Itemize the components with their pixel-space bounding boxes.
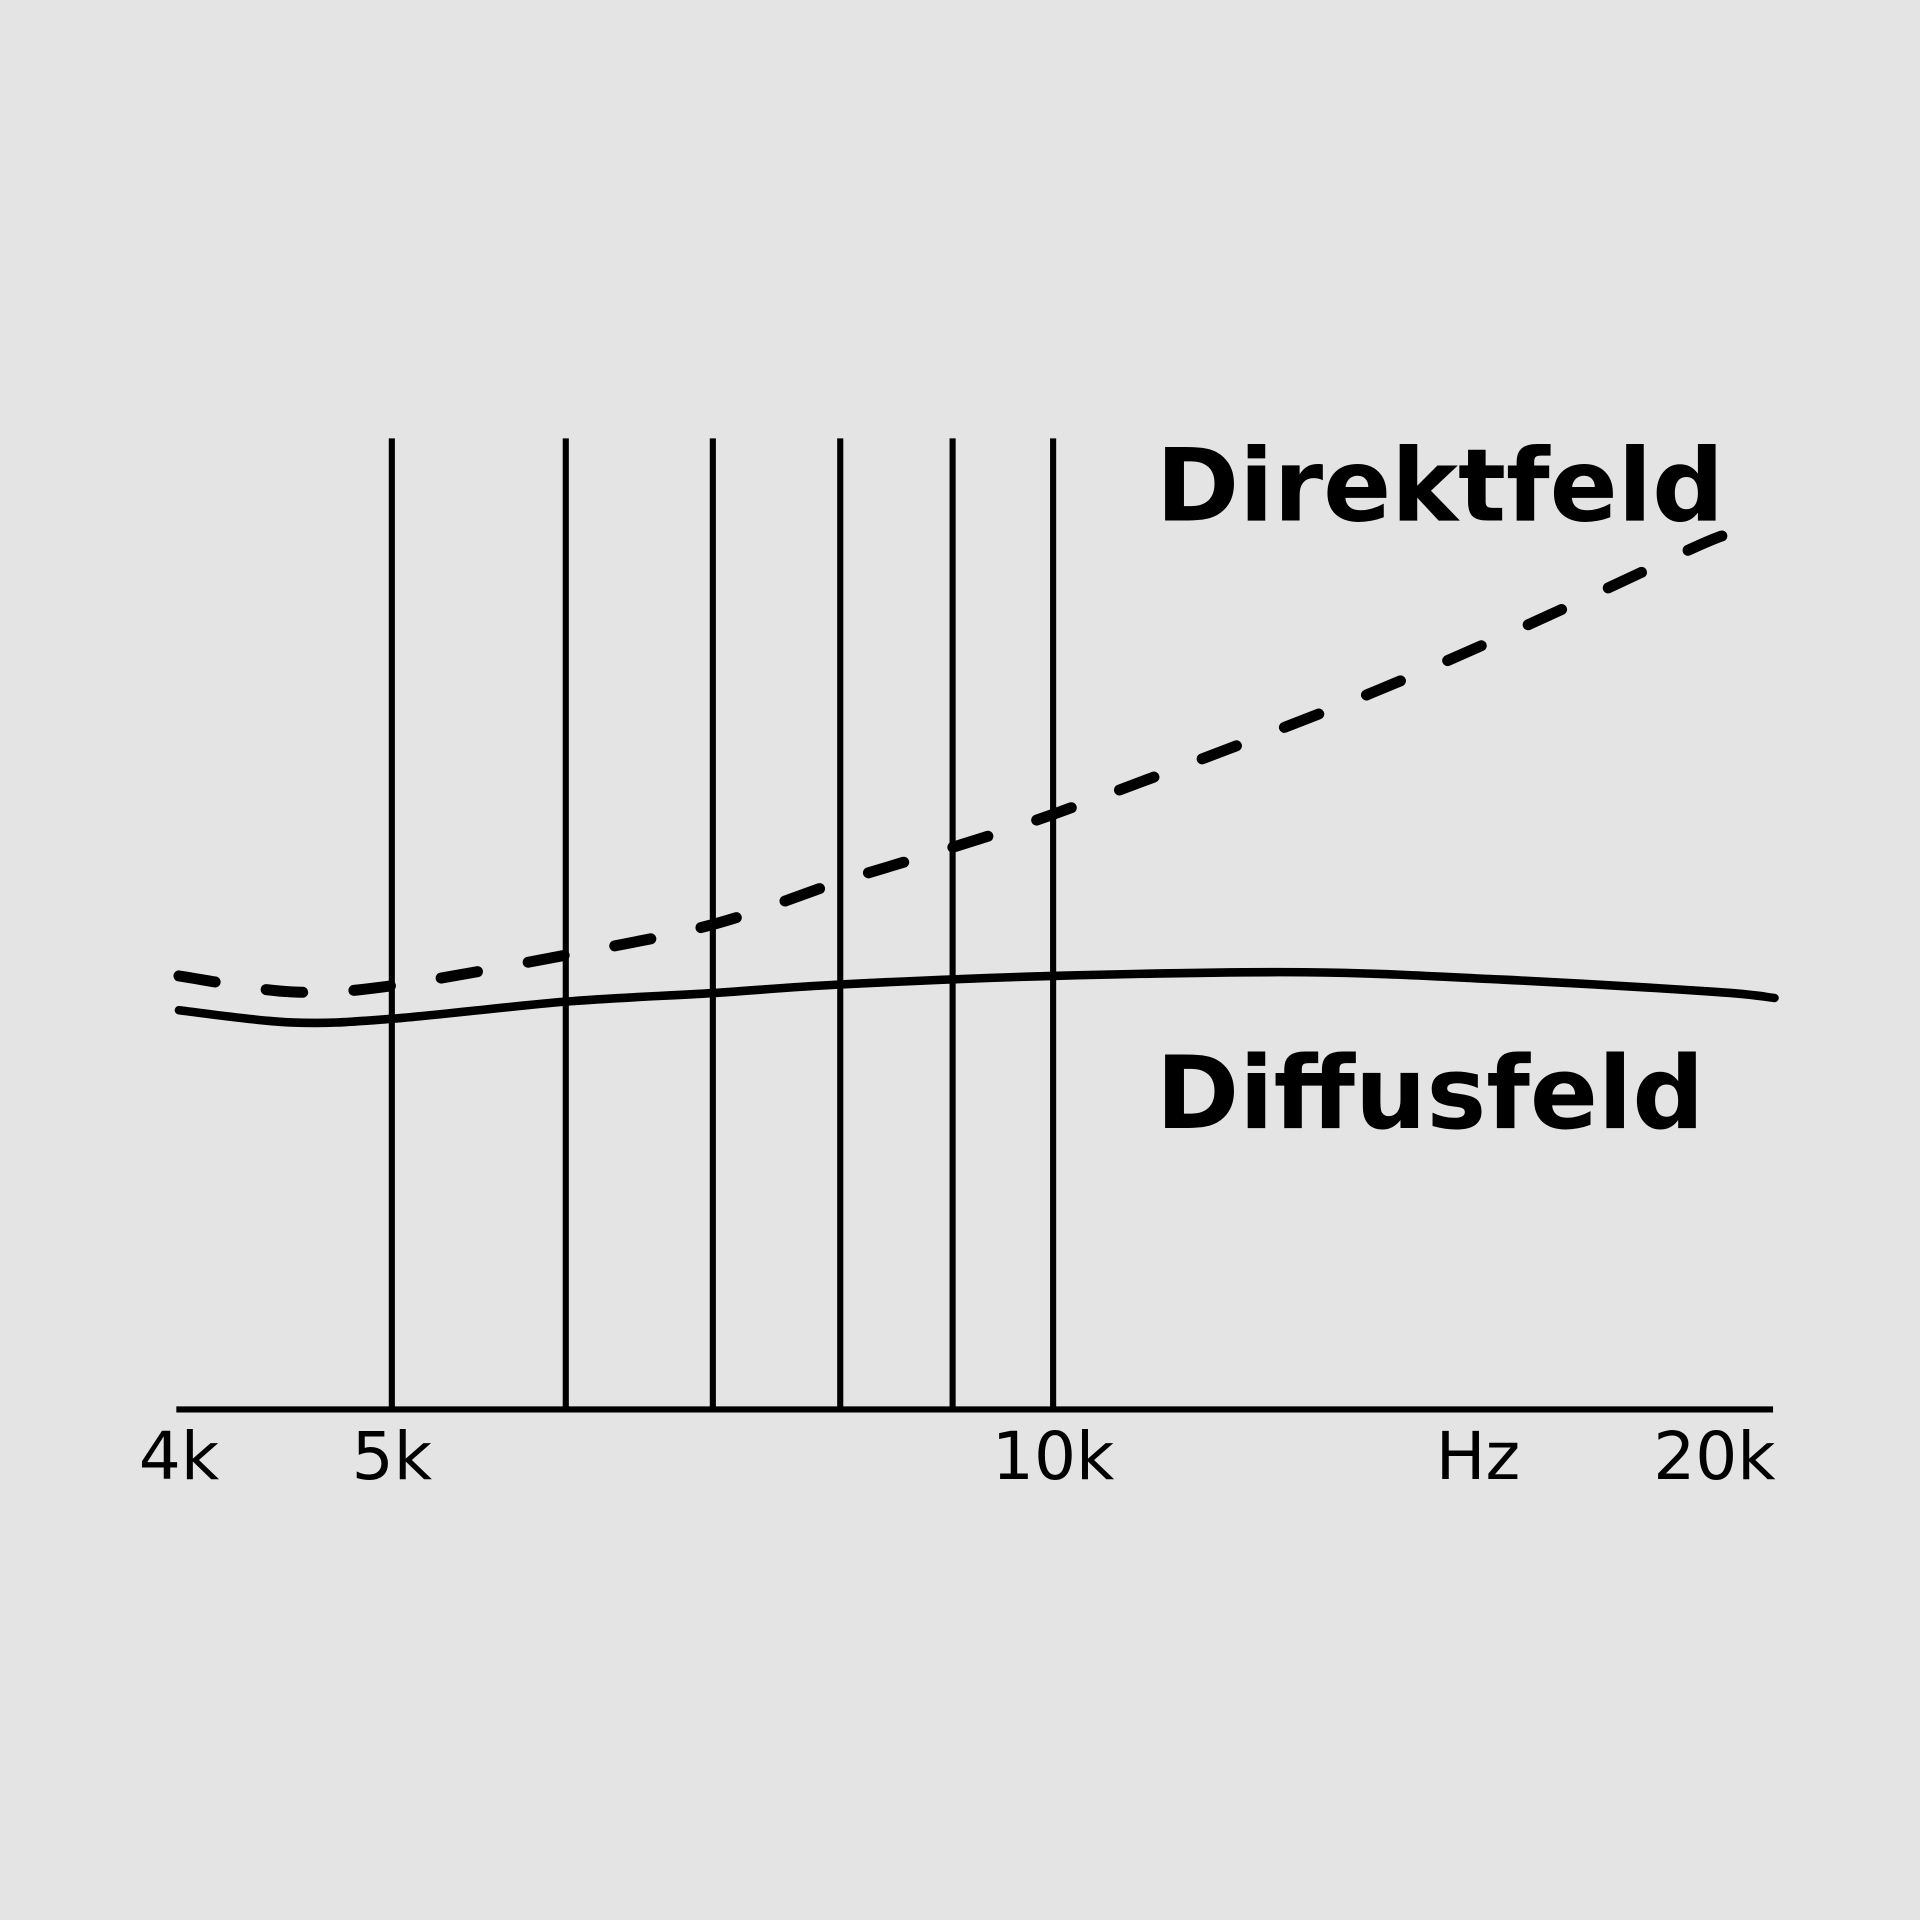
series-lines <box>173 521 1779 1028</box>
series-line-diffusfeld <box>174 967 1779 1028</box>
legend-direktfeld: Direktfeld <box>1156 427 1724 544</box>
x-tick-4k: 4k <box>139 1418 220 1495</box>
x-tick-10k: 10k <box>992 1418 1115 1495</box>
x-axis-label: Hz <box>1436 1418 1520 1495</box>
x-tick-20k: 20k <box>1653 1418 1776 1495</box>
x-tick-5k: 5k <box>352 1418 433 1495</box>
series-line-direktfeld <box>173 521 1767 998</box>
x-tick-labels: 4k 5k 10k 20k <box>139 1418 1777 1495</box>
legend-diffusfeld: Diffusfeld <box>1156 1035 1704 1152</box>
